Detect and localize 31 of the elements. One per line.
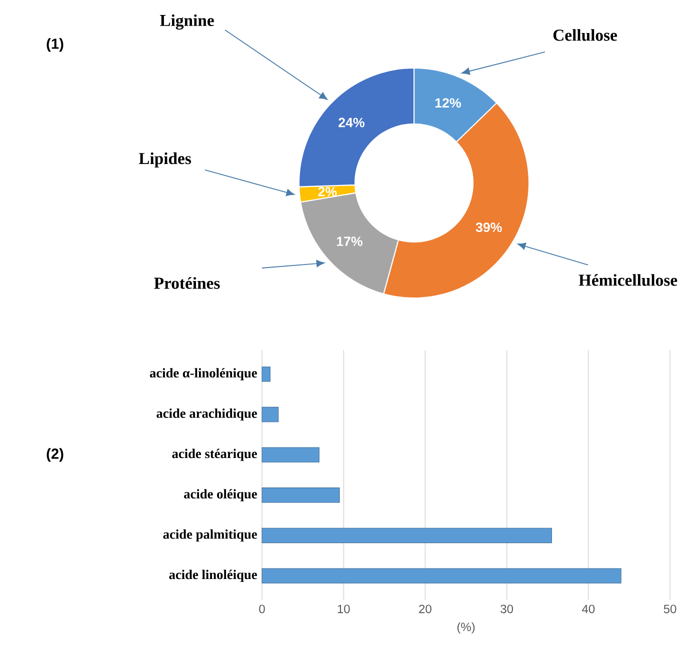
x-tick-label: 0 [259,604,265,614]
slice-label: Lipides [138,152,192,168]
data-label: 24% [338,118,364,128]
text: (2) [46,448,64,462]
bar [262,447,320,462]
slice-label: Lignine [160,14,214,30]
bar [262,488,340,503]
x-tick-label: 20 [419,604,432,614]
data-label: 39% [476,222,502,232]
y-tick-label: acide arachidique [156,408,257,421]
y-tick-label: acide stéarique [172,448,257,461]
bar [262,528,552,544]
data-label: 17% [336,236,362,246]
text: (1) [46,38,64,52]
x-axis-title: (%) [457,622,475,634]
x-tick-label: 30 [500,604,514,614]
data-label: 2% [318,186,337,196]
bar [262,568,622,584]
x-tick-label: 40 [582,604,595,614]
y-tick-label: acide palmitique [163,529,257,542]
data-label: 12% [435,98,461,108]
slice-label: Cellulose [553,29,617,41]
x-tick-label: 10 [338,604,350,614]
x-tick-label: 50 [664,604,676,614]
bar [262,406,279,422]
slice-label: Protéines [154,277,220,289]
y-tick-label: acide linoléique [169,570,257,582]
slice-label: Hémicellulose [578,274,678,286]
bar [262,366,270,382]
y-tick-label: acide α-linolénique [150,368,257,380]
y-tick-label: acide oléique [184,489,257,502]
